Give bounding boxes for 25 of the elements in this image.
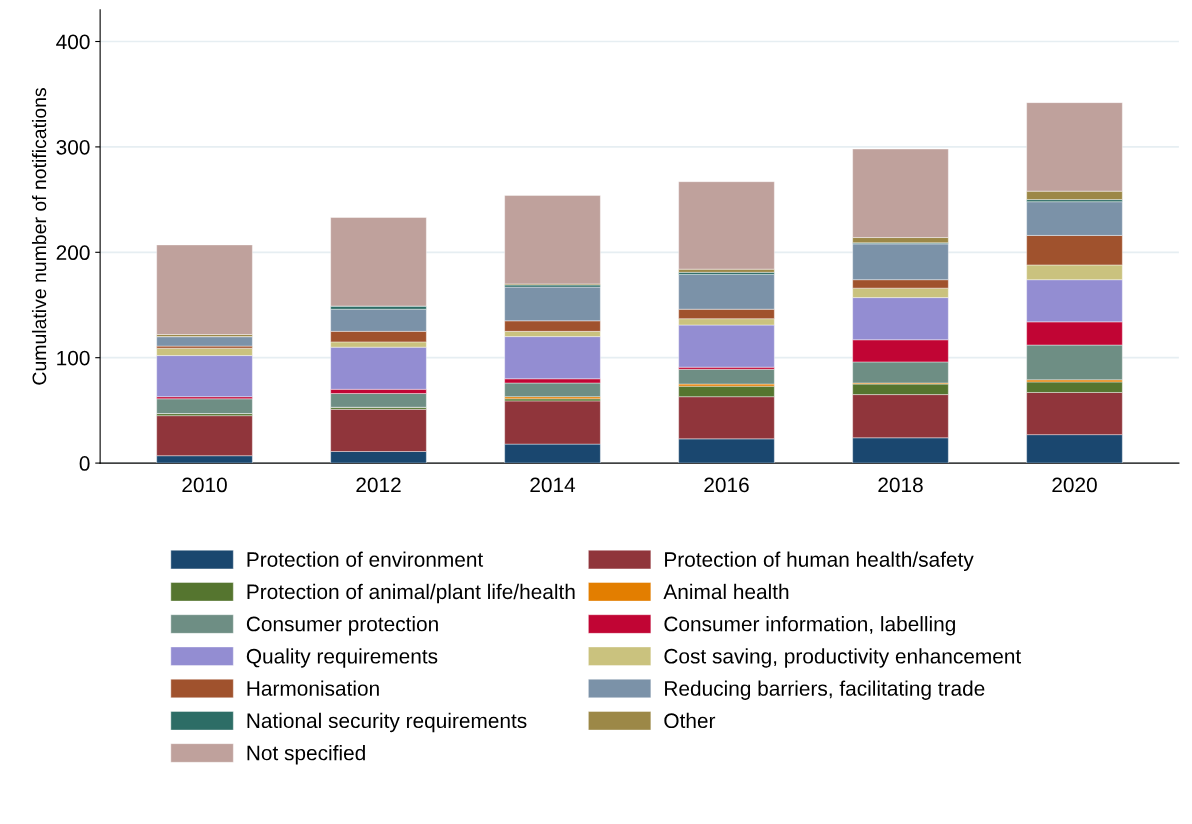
legend-label: Cost saving, productivity enhancement [664, 648, 1022, 668]
legend-label: Animal health [663, 583, 789, 600]
y-tick-label: 200 [56, 245, 90, 261]
x-tick-label: 2012 [356, 477, 401, 493]
legend-label: Consumer protection [246, 616, 438, 636]
legend-label: Protection of environment [247, 551, 484, 567]
x-tick-label: 2020 [1052, 477, 1097, 493]
legend-label: Protection of human health/safety [665, 551, 974, 572]
y-tick-label: 100 [57, 350, 90, 366]
legend-label: Other [664, 712, 716, 729]
x-tick-label: 2014 [530, 477, 576, 493]
x-tick-label: 2018 [878, 477, 923, 493]
y-tick-label: 400 [56, 34, 90, 50]
legend-label: Harmonisation [247, 680, 379, 696]
legend-label: Protection of animal/plant life/health [247, 583, 575, 604]
legend-label: Reducing barriers, facilitating trade [665, 680, 985, 700]
legend-label: Consumer information, labelling [664, 616, 955, 636]
y-tick-label: 300 [56, 139, 90, 155]
legend-label: National security requirements [247, 712, 527, 733]
x-tick-label: 2010 [182, 477, 227, 493]
x-tick-label: 2016 [704, 477, 749, 493]
y-tick-label: 0 [79, 456, 90, 471]
y-axis-title: Cumulative number of notifications [31, 88, 47, 385]
legend-label: Quality requirements [246, 648, 438, 668]
legend-label: Not specified [247, 745, 365, 765]
